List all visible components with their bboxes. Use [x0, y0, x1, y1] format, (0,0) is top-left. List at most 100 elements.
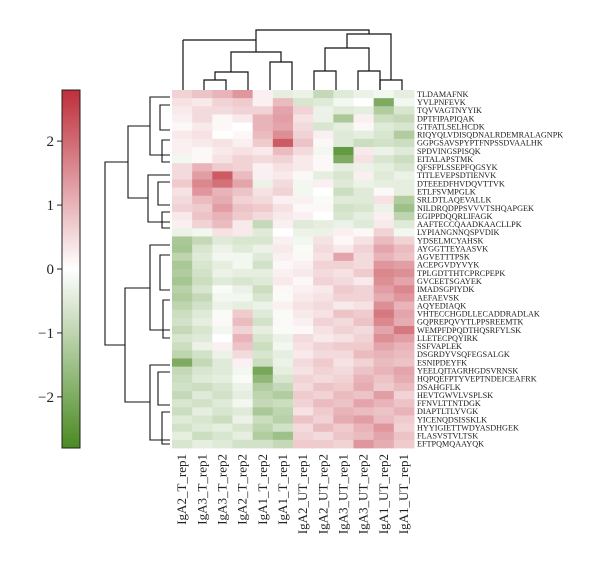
heatmap-cell	[272, 171, 294, 180]
row-label: DSGRDYVSQFEGSALGK	[417, 350, 510, 359]
heatmap-cell	[333, 252, 354, 262]
heatmap-cell	[192, 382, 213, 392]
heatmap-cell	[212, 195, 233, 205]
heatmap-cell	[313, 179, 334, 189]
heatmap-cell	[293, 90, 314, 99]
heatmap-cell	[293, 130, 314, 140]
heatmap-cell	[232, 374, 254, 384]
heatmap-cell	[373, 244, 395, 254]
heatmap-cell	[333, 342, 354, 351]
heatmap-cell	[293, 203, 314, 213]
heatmap-cell	[313, 309, 334, 319]
heatmap-cell	[353, 130, 375, 140]
heatmap-cell	[333, 374, 354, 384]
heatmap-cell	[192, 325, 213, 335]
heatmap-cell	[353, 163, 375, 172]
heatmap-cell	[272, 439, 294, 449]
heatmap-cell	[252, 236, 274, 245]
heatmap-cell	[293, 98, 314, 107]
heatmap-cell	[313, 391, 334, 400]
heatmap-cell	[333, 114, 354, 123]
heatmap-cell	[393, 228, 415, 237]
heatmap-cell	[393, 334, 415, 343]
row-label: SPDVINGSPISQK	[417, 147, 481, 156]
heatmap-cell	[212, 90, 233, 99]
heatmap-cell	[172, 122, 193, 132]
heatmap-cell	[272, 374, 294, 384]
heatmap-cell	[373, 407, 395, 416]
heatmap-cell	[212, 358, 233, 368]
heatmap-cell	[313, 366, 334, 376]
heatmap-cell	[313, 146, 334, 156]
heatmap-cell	[333, 106, 354, 115]
heatmap-cell	[252, 366, 274, 376]
heatmap-cell	[373, 285, 395, 294]
row-label: GVCEETSGAYEK	[417, 277, 482, 286]
heatmap-cell	[313, 212, 334, 221]
heatmap-cell	[272, 179, 294, 189]
heatmap-cell	[232, 366, 254, 376]
heatmap-cell	[212, 325, 233, 335]
heatmap-cell	[192, 431, 213, 441]
heatmap-cell	[232, 90, 254, 99]
heatmap-cell	[272, 138, 294, 148]
colorbar-tick-label: 0	[47, 262, 55, 278]
heatmap-cell	[293, 187, 314, 197]
row-dendro-root	[104, 161, 128, 346]
heatmap-cell	[313, 236, 334, 245]
heatmap-cell	[272, 114, 294, 123]
row-label: QFSFPLSSEPFQGSYK	[417, 163, 498, 172]
heatmap-cell	[293, 325, 314, 335]
row-dendro-cluster-2b	[161, 211, 170, 229]
heatmap-cell	[192, 98, 213, 107]
heatmap-cell	[172, 431, 193, 441]
heatmap-cell	[333, 399, 354, 408]
heatmap-cell	[192, 220, 213, 229]
heatmap-cell	[172, 163, 193, 172]
heatmap-cell	[192, 439, 213, 449]
heatmap-cell	[333, 122, 354, 132]
heatmap-cell	[293, 350, 314, 359]
heatmap-cell	[293, 374, 314, 384]
heatmap-cell	[252, 317, 274, 327]
heatmap-cell	[172, 114, 193, 123]
heatmap-cell	[192, 203, 213, 213]
heatmap-cell	[293, 212, 314, 221]
heatmap-cell	[293, 423, 314, 433]
heatmap-cell	[192, 374, 213, 384]
heatmap-cell	[393, 285, 415, 294]
heatmap-cell	[313, 228, 334, 237]
heatmap-cell	[353, 195, 375, 205]
heatmap-cell	[272, 203, 294, 213]
heatmap-cell	[393, 269, 415, 278]
heatmap-cell	[272, 293, 294, 302]
heatmap-cell	[252, 374, 274, 384]
heatmap-cell	[313, 187, 334, 197]
heatmap-cell	[393, 407, 415, 416]
row-label: GQPREPQVYTLPPSREEMTK	[417, 318, 524, 327]
heatmap-cell	[232, 195, 254, 205]
row-dendro-cluster-3b	[162, 299, 170, 339]
row-label: ESNIPDEYFK	[417, 358, 467, 367]
heatmap-cell	[333, 203, 354, 213]
heatmap-cell	[172, 155, 193, 164]
heatmap-cell	[232, 391, 254, 400]
heatmap-cell	[232, 220, 254, 229]
heatmap-cell	[252, 301, 274, 311]
heatmap-cell	[192, 130, 213, 140]
row-label: ETLFSVMPGLK	[417, 188, 476, 197]
row-label: YDSELMCYAHSK	[417, 236, 484, 245]
heatmap-cell	[272, 130, 294, 140]
heatmap-cell	[252, 114, 274, 123]
heatmap-cell	[232, 277, 254, 286]
heatmap-cell	[313, 382, 334, 392]
heatmap-cell	[353, 187, 375, 197]
heatmap-cell	[232, 106, 254, 115]
row-label: YVLPNFEVK	[417, 98, 466, 107]
heatmap-cell	[333, 146, 354, 156]
heatmap-cell	[313, 301, 334, 311]
row-label: AQYEDIAQK	[417, 301, 466, 310]
heatmap-cell	[252, 90, 274, 99]
heatmap-cell	[353, 228, 375, 237]
